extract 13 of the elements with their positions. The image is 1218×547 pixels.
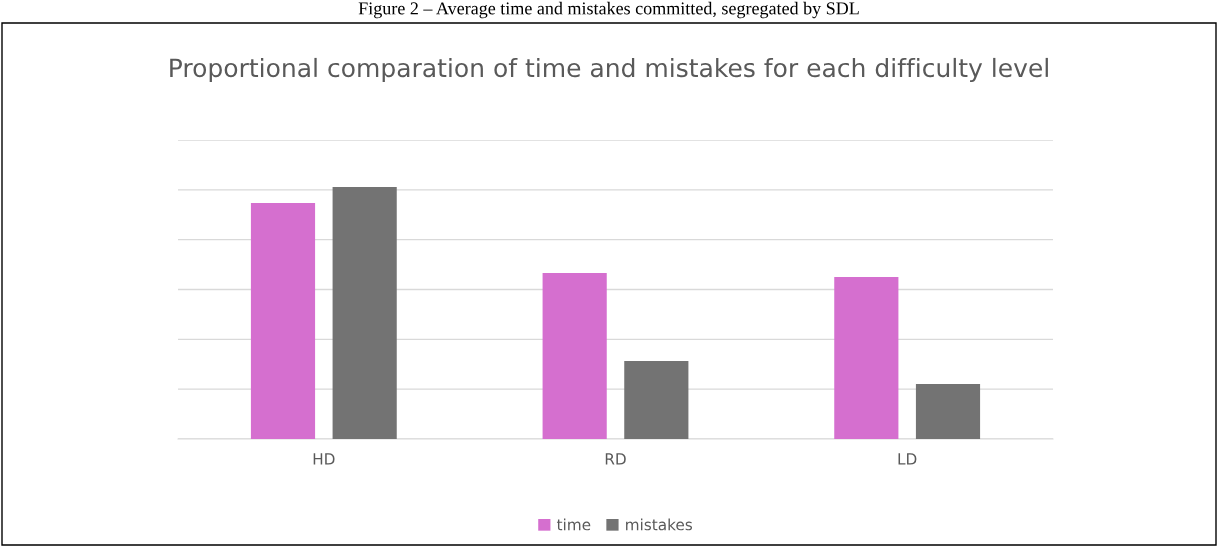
- x-tick-label: RD: [605, 453, 626, 465]
- chart-title: Proportional comparation of time and mistakes for each difficulty level: [170, 57, 1048, 83]
- x-tick-label: LD: [898, 453, 917, 465]
- legend-label: mistakes: [626, 518, 693, 531]
- bar: [624, 360, 689, 439]
- bar: [332, 187, 397, 439]
- legend-label: time: [556, 518, 591, 531]
- bar: [834, 277, 899, 439]
- bar: [250, 202, 316, 439]
- bar: [542, 273, 607, 439]
- x-tick-label: HD: [313, 453, 335, 465]
- bar: [915, 384, 981, 439]
- caption: Figure 2 – Average time and mistakes committed, segregated by SDL: [358, 1, 859, 19]
